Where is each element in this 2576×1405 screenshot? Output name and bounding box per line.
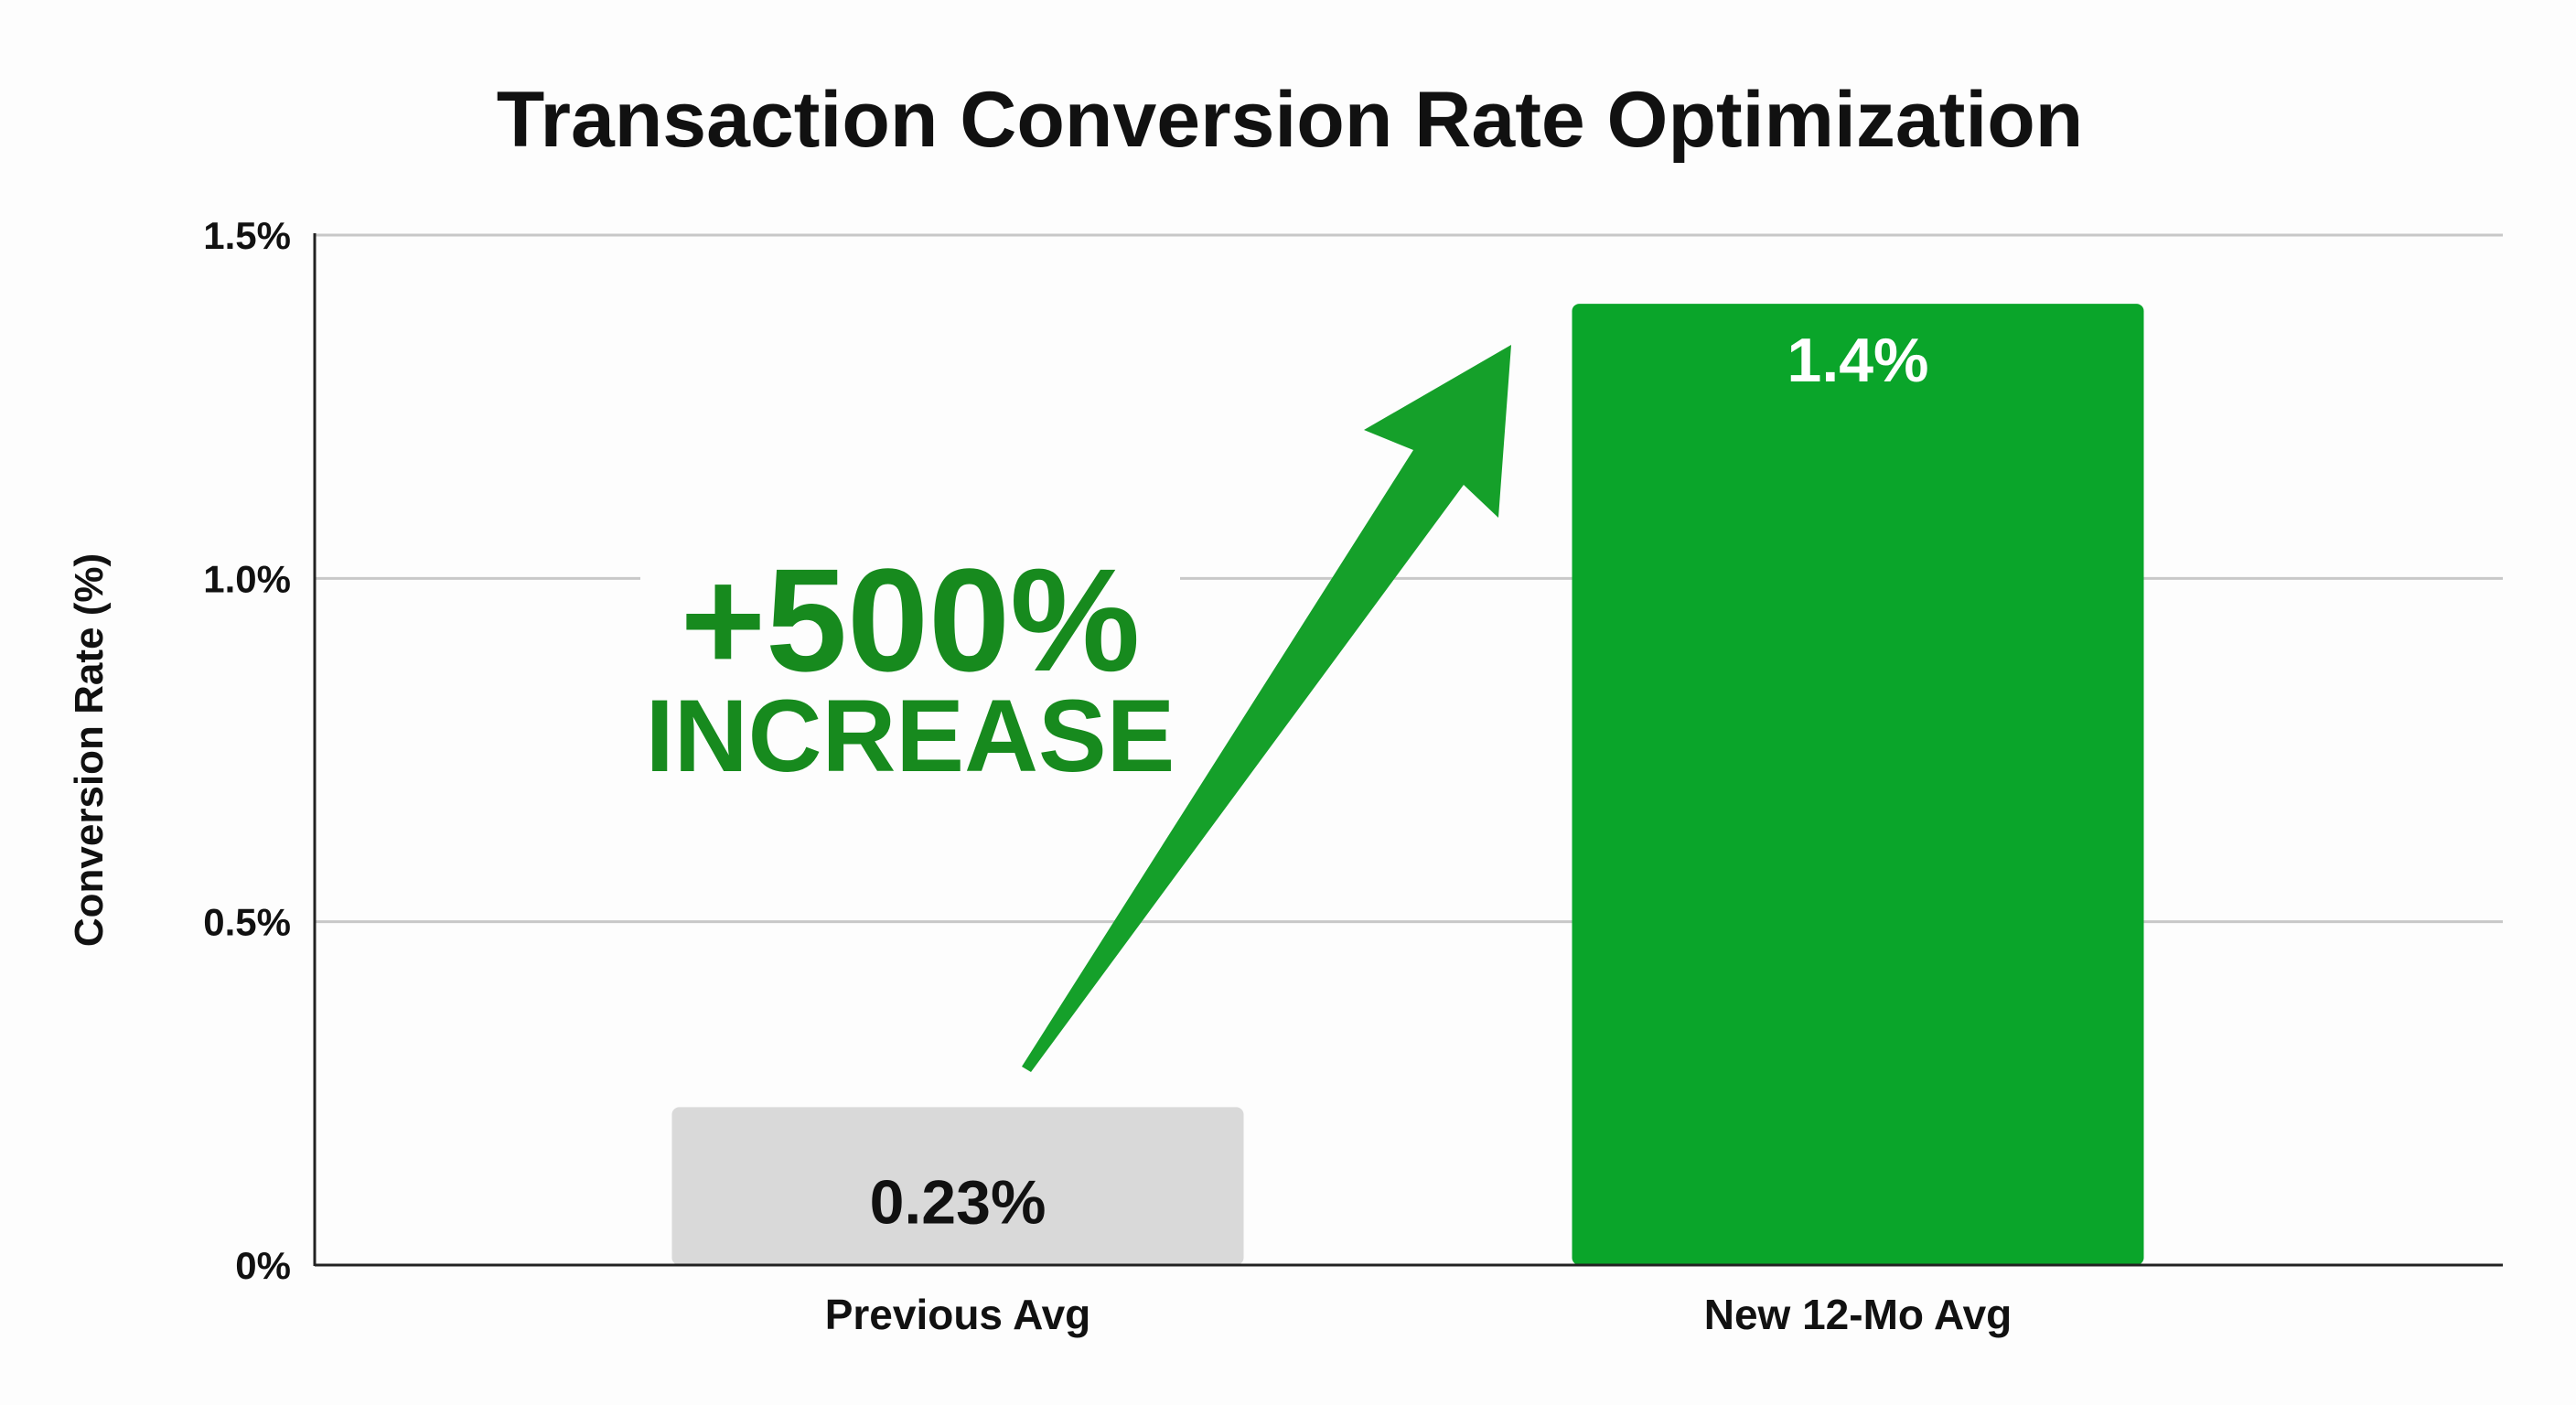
- y-tick-label: 1.0%: [203, 557, 291, 600]
- chart-title: Transaction Conversion Rate Optimization: [497, 76, 2084, 164]
- y-tick-label: 1.5%: [203, 214, 291, 257]
- data-label: 1.4%: [1787, 326, 1929, 395]
- y-tick-label: 0%: [235, 1244, 291, 1287]
- increase-arrow-icon: [1022, 345, 1511, 1072]
- x-tick-label: Previous Avg: [825, 1291, 1091, 1338]
- annotation-label: INCREASE: [646, 679, 1175, 793]
- y-tick-label: 0.5%: [203, 901, 291, 944]
- data-label: 0.23%: [870, 1167, 1046, 1237]
- bar-previous-avg: [671, 1107, 1244, 1265]
- annotation-background: [640, 540, 1180, 787]
- bar-new-12mo-avg: [1572, 304, 2144, 1266]
- annotation-percent: +500%: [681, 538, 1141, 702]
- x-tick-label: New 12-Mo Avg: [1704, 1291, 2012, 1338]
- y-axis-label: Conversion Rate (%): [67, 553, 112, 947]
